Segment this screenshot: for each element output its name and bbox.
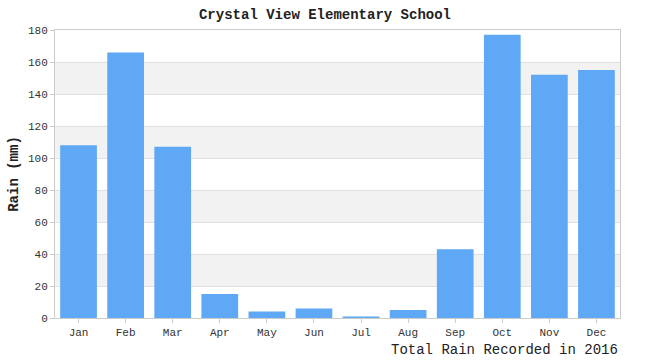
svg-text:Jun: Jun <box>304 327 324 339</box>
svg-text:120: 120 <box>28 121 48 133</box>
svg-text:May: May <box>257 327 277 339</box>
svg-text:80: 80 <box>35 185 48 197</box>
svg-text:Total Rain Recorded in 2016: Total Rain Recorded in 2016 <box>391 342 618 358</box>
svg-text:Crystal View Elementary School: Crystal View Elementary School <box>199 7 451 23</box>
svg-text:Feb: Feb <box>116 327 136 339</box>
svg-text:Apr: Apr <box>210 327 230 339</box>
svg-text:180: 180 <box>28 25 48 37</box>
svg-text:Mar: Mar <box>163 327 183 339</box>
svg-text:Sep: Sep <box>445 327 465 339</box>
svg-text:Jan: Jan <box>69 327 89 339</box>
svg-text:140: 140 <box>28 89 48 101</box>
svg-text:0: 0 <box>41 313 48 325</box>
svg-text:Nov: Nov <box>539 327 559 339</box>
svg-text:Oct: Oct <box>492 327 512 339</box>
svg-text:60: 60 <box>35 217 48 229</box>
svg-text:Dec: Dec <box>587 327 607 339</box>
svg-text:Jul: Jul <box>351 327 371 339</box>
svg-text:40: 40 <box>35 249 48 261</box>
svg-text:Rain (mm): Rain (mm) <box>6 136 22 212</box>
svg-text:Aug: Aug <box>398 327 418 339</box>
svg-text:100: 100 <box>28 153 48 165</box>
svg-text:20: 20 <box>35 281 48 293</box>
svg-text:160: 160 <box>28 57 48 69</box>
